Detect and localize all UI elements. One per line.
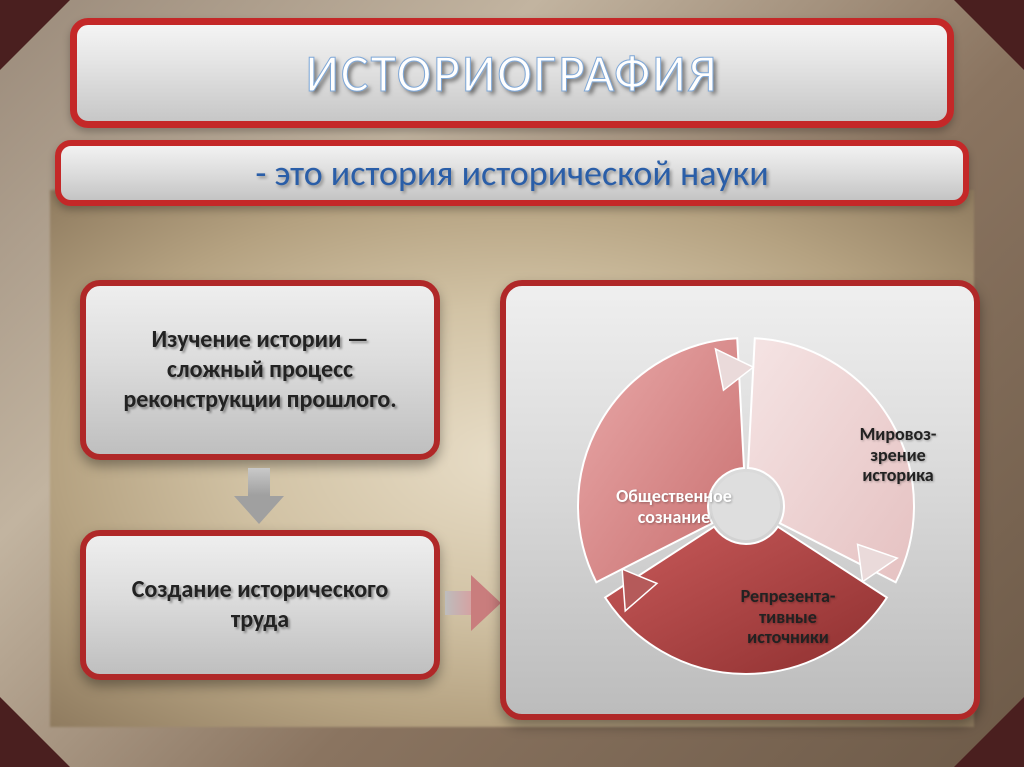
corner-decoration [0,0,70,70]
slide-title: ИСТОРИОГРАФИЯ [306,41,719,105]
slide-subtitle: - это история исторической науки [255,151,768,195]
panel-text: Изучение истории — сложный процесс рекон… [108,325,412,415]
corner-decoration [0,697,70,767]
panel-create-work: Создание исторического труда [80,530,440,680]
cycle-panel: Мировоз- зрение историкаРепрезента- тивн… [500,280,980,720]
title-box: ИСТОРИОГРАФИЯ [70,18,954,128]
panel-text: Создание исторического труда [108,575,412,635]
arrow-down-icon [234,468,284,526]
arrow-right-icon [445,575,503,631]
subtitle-box: - это история исторической науки [55,140,969,206]
slide-stage: ИСТОРИОГРАФИЯ - это история исторической… [0,0,1024,767]
panel-study-history: Изучение истории — сложный процесс рекон… [80,280,440,460]
corner-decoration [954,0,1024,70]
cycle-diagram [506,286,986,726]
